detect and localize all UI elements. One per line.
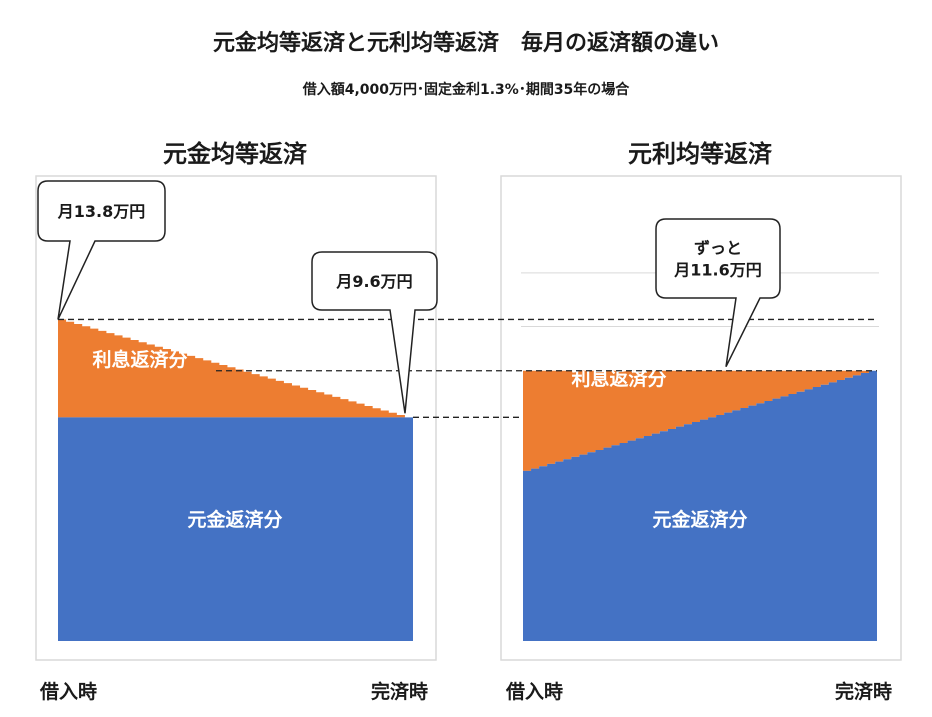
principal-area-label: 元金返済分 xyxy=(187,508,282,531)
principal-area xyxy=(523,370,877,641)
callout-text: 月13.8万円 xyxy=(57,202,145,221)
x-start-label: 借入時 xyxy=(505,680,563,703)
callout-start-payment: 月13.8万円 xyxy=(37,180,166,320)
x-end-label: 完済時 xyxy=(835,680,892,703)
callout-text: ずっと xyxy=(694,238,742,257)
callout-bubble xyxy=(655,218,781,368)
plot-frame xyxy=(35,175,437,661)
callout-text: 月11.6万円 xyxy=(673,260,761,279)
interest-area-label: 利息返済分 xyxy=(571,367,666,390)
callout-bubble xyxy=(37,180,166,320)
callout-end-payment: 月9.6万円 xyxy=(311,251,438,414)
figure-title: 元金均等返済と元利均等返済 毎月の返済額の違い xyxy=(213,30,719,56)
panel-title-equal-payment: 元利均等返済 xyxy=(628,140,773,168)
callout-bubble xyxy=(311,251,438,414)
plot-frame xyxy=(500,175,902,661)
panel-title-equal-principal: 元金均等返済 xyxy=(163,140,308,168)
principal-area xyxy=(58,417,413,641)
x-start-label: 借入時 xyxy=(39,680,97,703)
callout-text: 月9.6万円 xyxy=(335,272,412,291)
principal-area-label: 元金返済分 xyxy=(652,508,747,531)
interest-area xyxy=(58,319,413,418)
x-end-label: 完済時 xyxy=(371,680,428,703)
interest-area-label: 利息返済分 xyxy=(92,348,187,371)
figure-subtitle: 借入額4,000万円･固定金利1.3%･期間35年の場合 xyxy=(302,81,631,98)
